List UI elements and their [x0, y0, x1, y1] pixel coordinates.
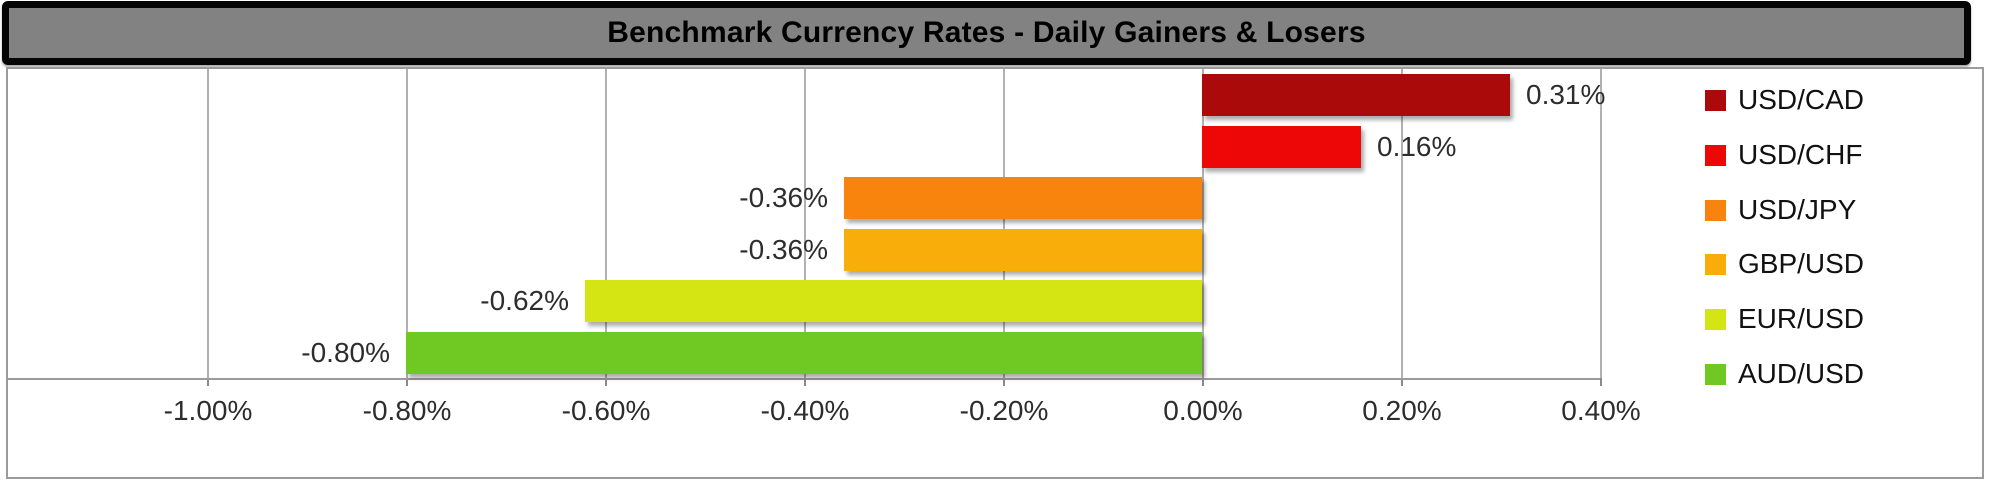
bar-value-label: 0.31% — [1526, 79, 1606, 110]
bar-gbp-usd — [844, 229, 1202, 271]
legend-label: AUD/USD — [1738, 358, 1865, 389]
bar-value-label: -0.80% — [301, 337, 390, 368]
legend-label: USD/CAD — [1738, 84, 1865, 115]
x-axis-tick — [1003, 378, 1005, 386]
bar-usd-jpy — [844, 177, 1202, 219]
bar-usd-cad — [1202, 74, 1510, 116]
legend-label: GBP/USD — [1738, 248, 1865, 279]
x-axis-tick — [1600, 378, 1602, 386]
x-axis-tick-label: 0.00% — [1163, 395, 1243, 426]
legend-swatch-aud-usd-icon — [1705, 363, 1726, 385]
legend-item-usd-jpy: USD/JPY — [1705, 193, 1856, 227]
x-axis-tick-label: 0.40% — [1561, 395, 1641, 426]
x-axis-tick — [1202, 378, 1204, 386]
legend-item-gbp-usd: GBP/USD — [1705, 247, 1864, 281]
chart-title: Benchmark Currency Rates - Daily Gainers… — [607, 16, 1366, 49]
x-axis-tick-label: 0.20% — [1362, 395, 1442, 426]
bar-aud-usd — [406, 332, 1202, 374]
x-axis-tick — [804, 378, 806, 386]
legend-label: USD/JPY — [1738, 194, 1857, 225]
gridline-0.00 — [1202, 69, 1204, 378]
legend-item-usd-chf: USD/CHF — [1705, 138, 1862, 172]
x-axis-tick-label: -0.20% — [959, 395, 1049, 426]
gridline--0.60 — [605, 69, 607, 378]
legend-item-aud-usd: AUD/USD — [1705, 357, 1864, 391]
legend-item-eur-usd: EUR/USD — [1705, 302, 1864, 336]
x-axis-tick-label: -0.80% — [362, 395, 452, 426]
x-axis-tick — [406, 378, 408, 386]
legend-item-usd-cad: USD/CAD — [1705, 83, 1864, 117]
chart-title-bar: Benchmark Currency Rates - Daily Gainers… — [2, 1, 1971, 65]
x-axis-line — [8, 378, 1600, 380]
legend-swatch-usd-chf-icon — [1705, 144, 1726, 166]
gridline-0.40 — [1600, 69, 1602, 378]
legend-swatch-eur-usd-icon — [1705, 308, 1726, 330]
x-axis-tick — [1401, 378, 1403, 386]
x-axis-tick-label: -1.00% — [163, 395, 253, 426]
bar-value-label: -0.36% — [739, 234, 828, 265]
gridline--0.80 — [406, 69, 408, 378]
legend-swatch-usd-jpy-icon — [1705, 199, 1726, 221]
gridline--1.00 — [207, 69, 209, 378]
gridline-0.20 — [1401, 69, 1403, 378]
legend-label: EUR/USD — [1738, 303, 1865, 334]
x-axis-tick-label: -0.40% — [760, 395, 850, 426]
bar-value-label: -0.36% — [739, 182, 828, 213]
x-axis-tick — [207, 378, 209, 386]
chart-canvas: -1.00% -0.80% -0.60% -0.40% -0.20% 0.00% 0.20%… — [6, 67, 1984, 479]
bar-value-label: -0.62% — [480, 285, 569, 316]
bar-usd-chf — [1202, 126, 1361, 168]
gridline--0.40 — [804, 69, 806, 378]
x-axis-tick-label: -0.60% — [561, 395, 651, 426]
bar-eur-usd — [585, 280, 1202, 322]
legend-swatch-gbp-usd-icon — [1705, 253, 1726, 275]
legend-label: USD/CHF — [1738, 139, 1863, 170]
x-axis-tick — [605, 378, 607, 386]
plot-area: -1.00% -0.80% -0.60% -0.40% -0.20% 0.00% 0.20%… — [8, 69, 1982, 477]
legend-swatch-usd-cad-icon — [1705, 89, 1726, 111]
bar-value-label: 0.16% — [1377, 131, 1457, 162]
gridline--0.20 — [1003, 69, 1005, 378]
